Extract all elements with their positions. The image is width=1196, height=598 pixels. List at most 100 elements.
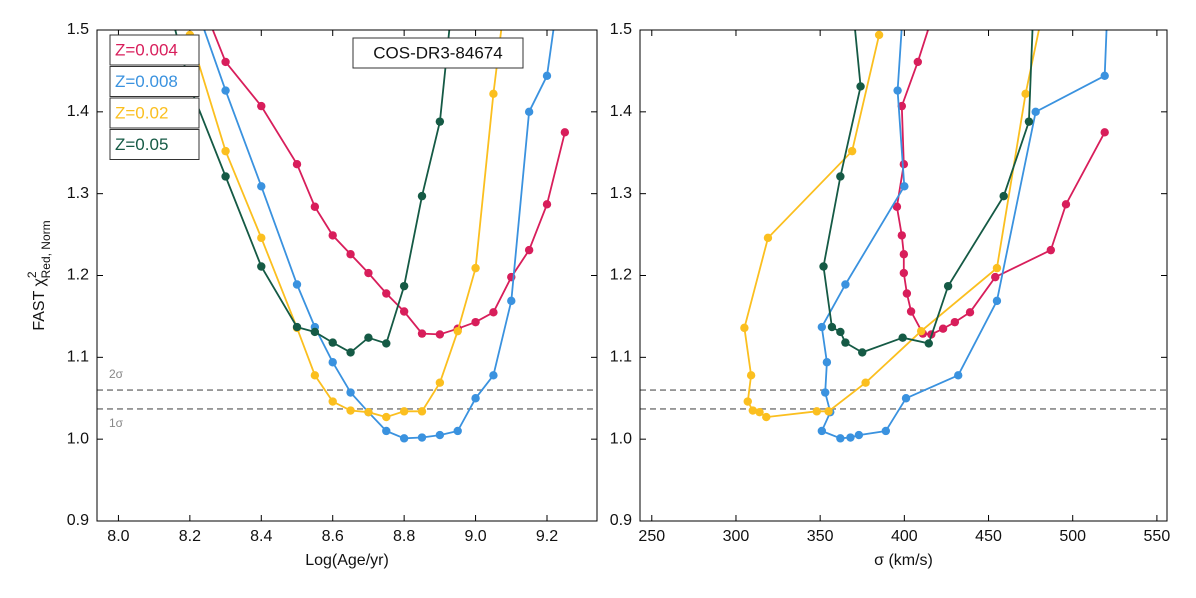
data-point (1031, 107, 1040, 117)
data-point (817, 322, 827, 332)
data-point (507, 296, 516, 306)
series-line (822, 30, 1034, 354)
data-point (435, 330, 445, 339)
data-point (916, 326, 926, 336)
plot-area (174, 30, 570, 443)
data-point (1100, 128, 1109, 137)
data-point (524, 107, 534, 117)
data-point (542, 200, 552, 209)
data-point (822, 358, 832, 367)
y-tick-label: 1.0 (610, 430, 632, 447)
data-point (954, 371, 963, 380)
data-point (221, 172, 230, 181)
data-point (824, 407, 833, 416)
y-tick-label: 1.1 (610, 349, 632, 366)
data-point (755, 407, 764, 417)
reference-label: 2σ (109, 367, 124, 381)
data-point (740, 323, 749, 333)
legend-label: Z=0.05 (115, 135, 168, 154)
x-tick-label: 8.0 (107, 528, 129, 545)
data-point (902, 289, 912, 298)
data-point (812, 407, 821, 416)
y-tick-label: 1.5 (610, 21, 632, 38)
data-point (906, 307, 916, 316)
y-tick-label: 1.4 (610, 103, 632, 120)
data-point (892, 202, 902, 211)
data-point (836, 434, 845, 443)
data-point (292, 160, 302, 169)
data-point (382, 339, 391, 348)
data-point (743, 397, 752, 406)
data-point (861, 378, 870, 387)
data-point (846, 433, 855, 442)
legend-label: Z=0.004 (115, 40, 178, 59)
data-point (257, 262, 266, 271)
x-tick-label: 8.4 (250, 528, 272, 545)
data-point (762, 412, 771, 422)
data-point (453, 426, 462, 436)
data-point (328, 397, 337, 406)
data-point (471, 317, 480, 327)
data-point (746, 371, 756, 380)
data-point (399, 281, 409, 291)
data-point (471, 263, 480, 273)
data-point (827, 322, 837, 332)
data-point (858, 348, 867, 357)
y-tick-label: 1.3 (67, 185, 89, 202)
data-point (881, 426, 891, 436)
data-point (560, 128, 570, 137)
data-point (346, 406, 355, 415)
data-point (763, 233, 773, 243)
data-point (399, 407, 409, 416)
data-point (821, 388, 830, 397)
legend-box (109, 66, 200, 97)
data-point (221, 146, 230, 156)
y-label-main: FAST χ (31, 277, 48, 330)
data-point (856, 82, 865, 91)
data-point (310, 202, 320, 211)
y-tick-label: 0.9 (67, 512, 89, 529)
x-axis-label: σ (km/s) (874, 552, 933, 569)
y-tick-label: 1.5 (67, 21, 89, 38)
data-point (748, 406, 758, 415)
data-point (221, 86, 230, 95)
annotation: COS-DR3-84674 (373, 43, 502, 62)
data-point (913, 57, 923, 67)
plot-area (740, 30, 1109, 443)
data-point (292, 322, 302, 332)
data-point (899, 268, 909, 278)
data-point (841, 280, 850, 289)
plot-frame (639, 29, 1168, 522)
data-point (382, 412, 391, 422)
y-tick-label: 0.9 (610, 512, 632, 529)
y-label-sub: Red, Norm (39, 220, 53, 278)
data-point (346, 348, 355, 357)
data-point (399, 434, 409, 443)
data-point (328, 231, 337, 240)
data-point (471, 394, 480, 403)
data-point (453, 326, 462, 336)
y-tick-label: 1.3 (610, 185, 632, 202)
x-tick-label: 550 (1144, 528, 1171, 545)
x-tick-label: 8.8 (393, 528, 415, 545)
legend-label: Z=0.008 (115, 72, 178, 91)
data-point (965, 308, 975, 317)
series-line (174, 30, 451, 354)
data-point (257, 233, 266, 243)
data-point (992, 263, 1002, 273)
data-point (874, 30, 884, 40)
legend-box (109, 129, 200, 160)
data-point (847, 146, 857, 156)
data-point (364, 268, 373, 278)
data-point (364, 333, 373, 342)
data-point (898, 333, 907, 342)
data-point (417, 329, 427, 338)
y-axis-label: FAST χ2Red, Norm (25, 220, 53, 330)
data-point (893, 86, 902, 95)
data-point (943, 281, 953, 291)
data-point (346, 388, 355, 397)
data-point (999, 191, 1008, 201)
legend-label: Z=0.02 (115, 103, 168, 122)
data-point (1061, 200, 1071, 209)
data-point (524, 245, 534, 255)
